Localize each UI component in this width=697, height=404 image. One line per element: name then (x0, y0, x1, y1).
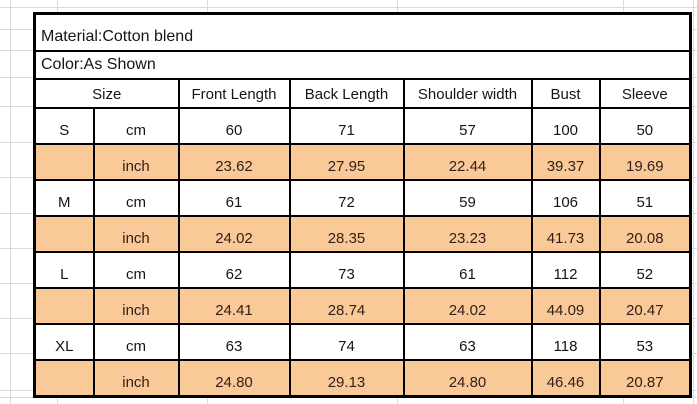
value-cell: 72 (288, 179, 405, 217)
empty-cell (33, 359, 95, 398)
value-cell: 27.95 (288, 143, 405, 181)
header-size: Size (33, 78, 180, 109)
value-cell: 29.13 (288, 359, 405, 398)
header-sleeve: Sleeve (598, 78, 692, 109)
value-cell: 100 (530, 107, 601, 145)
value-cell: 39.37 (530, 143, 601, 181)
value-cell: 46.46 (530, 359, 601, 398)
size-row-xl-inch: inch 24.80 29.13 24.80 46.46 20.87 (33, 359, 692, 398)
value-cell: 74 (288, 323, 405, 361)
value-cell: 106 (530, 179, 601, 217)
value-cell: 24.80 (402, 359, 533, 398)
value-cell: 24.02 (177, 215, 291, 253)
size-cell: L (33, 251, 95, 289)
value-cell: 19.69 (598, 143, 692, 181)
header-row: Size Front Length Back Length Shoulder w… (33, 78, 692, 109)
value-cell: 24.02 (402, 287, 533, 325)
unit-cell: cm (92, 107, 180, 145)
header-bust: Bust (530, 78, 601, 109)
size-cell: M (33, 179, 95, 217)
unit-cell: inch (92, 359, 180, 398)
value-cell: 118 (530, 323, 601, 361)
unit-cell: cm (92, 251, 180, 289)
value-cell: 57 (402, 107, 533, 145)
empty-cell (33, 143, 95, 181)
value-cell: 63 (402, 323, 533, 361)
value-cell: 63 (177, 323, 291, 361)
size-row-m-cm: M cm 61 72 59 106 51 (33, 179, 692, 217)
value-cell: 28.35 (288, 215, 405, 253)
gridline (10, 0, 11, 404)
value-cell: 112 (530, 251, 601, 289)
size-row-m-inch: inch 24.02 28.35 23.23 41.73 20.08 (33, 215, 692, 253)
value-cell: 50 (598, 107, 692, 145)
value-cell: 20.47 (598, 287, 692, 325)
size-row-l-inch: inch 24.41 28.74 24.02 44.09 20.47 (33, 287, 692, 325)
size-row-xl-cm: XL cm 63 74 63 118 53 (33, 323, 692, 361)
size-chart-table: Material:Cotton blend Color:As Shown Siz… (33, 12, 693, 398)
unit-cell: inch (92, 287, 180, 325)
header-back-length: Back Length (288, 78, 405, 109)
empty-cell (33, 215, 95, 253)
value-cell: 22.44 (402, 143, 533, 181)
gridline (693, 0, 694, 404)
unit-cell: cm (92, 323, 180, 361)
value-cell: 41.73 (530, 215, 601, 253)
value-cell: 71 (288, 107, 405, 145)
unit-cell: cm (92, 179, 180, 217)
value-cell: 73 (288, 251, 405, 289)
empty-cell (33, 287, 95, 325)
value-cell: 62 (177, 251, 291, 289)
value-cell: 61 (402, 251, 533, 289)
value-cell: 28.74 (288, 287, 405, 325)
unit-cell: inch (92, 215, 180, 253)
value-cell: 24.41 (177, 287, 291, 325)
value-cell: 20.08 (598, 215, 692, 253)
value-cell: 52 (598, 251, 692, 289)
value-cell: 61 (177, 179, 291, 217)
value-cell: 53 (598, 323, 692, 361)
header-shoulder-width: Shoulder width (402, 78, 533, 109)
material-info: Material:Cotton blend (33, 12, 692, 52)
value-cell: 24.80 (177, 359, 291, 398)
size-row-l-cm: L cm 62 73 61 112 52 (33, 251, 692, 289)
value-cell: 20.87 (598, 359, 692, 398)
size-row-s-cm: S cm 60 71 57 100 50 (33, 107, 692, 145)
material-row: Material:Cotton blend (33, 12, 692, 52)
value-cell: 60 (177, 107, 291, 145)
header-front-length: Front Length (177, 78, 291, 109)
value-cell: 59 (402, 179, 533, 217)
value-cell: 23.23 (402, 215, 533, 253)
unit-cell: inch (92, 143, 180, 181)
color-info: Color:As Shown (33, 50, 692, 80)
size-cell: XL (33, 323, 95, 361)
value-cell: 44.09 (530, 287, 601, 325)
value-cell: 51 (598, 179, 692, 217)
size-cell: S (33, 107, 95, 145)
size-row-s-inch: inch 23.62 27.95 22.44 39.37 19.69 (33, 143, 692, 181)
gridline (0, 7, 697, 8)
value-cell: 23.62 (177, 143, 291, 181)
color-row: Color:As Shown (33, 50, 692, 80)
